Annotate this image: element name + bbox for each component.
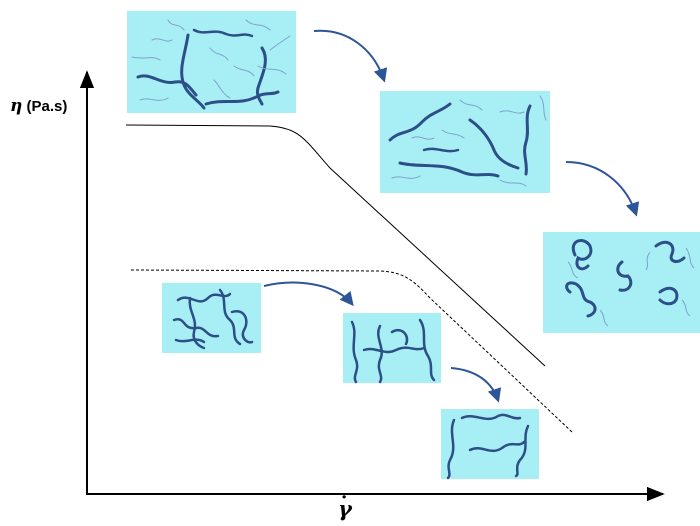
solid-viscosity-curve	[125, 124, 546, 367]
y-axis-label: η (Pa.s)	[10, 96, 67, 116]
y-axis-unit: (Pa.s)	[26, 98, 68, 115]
panel-long-chains-disentangling	[380, 91, 550, 193]
arrow-panel4-to-panel5	[263, 281, 354, 307]
x-axis-label: · γ	[338, 487, 352, 521]
panel-short-chains-extended	[441, 409, 539, 480]
x-axis-dot: ·	[341, 487, 348, 508]
panel-short-chains-entangled	[162, 283, 261, 353]
y-axis-symbol: η	[10, 96, 23, 116]
panel-long-chains-entangled	[127, 11, 296, 113]
arrow-panel2-to-panel3	[565, 161, 640, 217]
arrow-panel5-to-panel6	[450, 367, 502, 403]
panel-short-chains-disentangling	[343, 313, 441, 384]
dashed-viscosity-curve	[130, 269, 573, 433]
x-axis-symbol: γ	[338, 496, 352, 521]
panel-long-chains-coiled	[543, 232, 700, 333]
arrow-panel1-to-panel2	[313, 29, 388, 83]
